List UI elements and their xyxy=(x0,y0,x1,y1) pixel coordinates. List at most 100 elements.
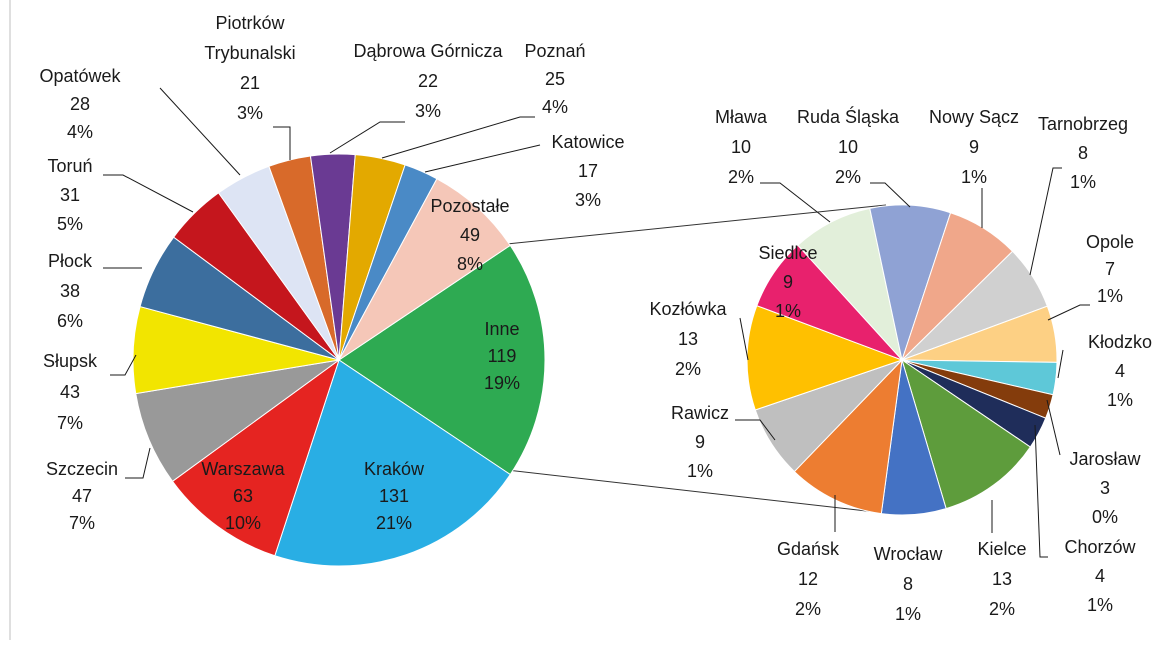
slice-label: Mława xyxy=(715,107,768,127)
slice-value: 4 xyxy=(1115,361,1125,381)
connector-line xyxy=(506,204,887,245)
slice-value: 8 xyxy=(903,574,913,594)
slice-label-line: Trybunalski xyxy=(204,43,295,63)
slice-value: 10 xyxy=(838,137,858,157)
slice-percent: 1% xyxy=(1097,286,1123,306)
slice-label: Jarosław xyxy=(1069,449,1141,469)
slice-value: 4 xyxy=(1095,566,1105,586)
leader-line xyxy=(735,419,776,441)
slice-label: Gdańsk xyxy=(777,539,840,559)
slice-label: Słupsk xyxy=(43,351,98,371)
pie-slice xyxy=(756,244,903,361)
slice-label: Tarnobrzeg xyxy=(1038,114,1128,134)
slice-label: Toruń xyxy=(47,156,92,176)
slice-label: Rawicz xyxy=(671,403,729,423)
pie-slice xyxy=(274,359,511,567)
leader-line xyxy=(110,354,137,376)
leader-line xyxy=(424,144,541,173)
slice-value: 22 xyxy=(418,71,438,91)
slice-percent: 1% xyxy=(1107,390,1133,410)
leader-line xyxy=(1029,167,1062,276)
slice-percent: 1% xyxy=(687,461,713,481)
slice-value: 12 xyxy=(798,569,818,589)
slice-label: Ruda Śląska xyxy=(797,106,900,127)
slice-percent: 7% xyxy=(69,513,95,533)
slice-percent: 6% xyxy=(57,311,83,331)
slice-value: 38 xyxy=(60,281,80,301)
slice-percent: 1% xyxy=(1070,172,1096,192)
slice-label: Nowy Sącz xyxy=(929,107,1019,127)
slice-value: 7 xyxy=(1105,259,1115,279)
leader-line xyxy=(1047,304,1090,321)
slice-label-line: Piotrków xyxy=(215,13,285,33)
slice-value: 28 xyxy=(70,94,90,114)
slice-label: Kraków xyxy=(364,459,425,479)
slice-value: 8 xyxy=(1078,143,1088,163)
slice-value: 13 xyxy=(678,329,698,349)
leader-line xyxy=(1057,349,1064,379)
slice-label: Opole xyxy=(1086,232,1134,252)
slice-value: 47 xyxy=(72,486,92,506)
slice-percent: 2% xyxy=(728,167,754,187)
slice-value: 9 xyxy=(969,137,979,157)
slice-label: Płock xyxy=(48,251,93,271)
slice-label: Warszawa xyxy=(201,459,285,479)
leader-line xyxy=(273,126,291,160)
slice-percent: 1% xyxy=(961,167,987,187)
slice-percent: 10% xyxy=(225,513,261,533)
leader-line xyxy=(760,182,831,223)
slice-label: Inne xyxy=(484,319,519,339)
slice-label: Siedlce xyxy=(758,243,817,263)
slice-label: Piotrków Trybunalski xyxy=(204,13,295,63)
slice-percent: 3% xyxy=(415,101,441,121)
slice-percent: 21% xyxy=(376,513,412,533)
pie-slice xyxy=(901,358,1031,510)
slice-value: 3 xyxy=(1100,478,1110,498)
leader-line xyxy=(1046,399,1061,456)
slice-value: 13 xyxy=(992,569,1012,589)
slice-percent: 1% xyxy=(895,604,921,624)
slice-percent: 19% xyxy=(484,373,520,393)
slice-label: Kłodzko xyxy=(1088,332,1152,352)
slice-percent: 2% xyxy=(835,167,861,187)
slice-label: Wrocław xyxy=(874,544,944,564)
slice-value: 119 xyxy=(488,346,517,366)
slice-percent: 4% xyxy=(542,97,568,117)
leader-line xyxy=(739,317,749,361)
pie-slice xyxy=(171,358,340,557)
slice-value: 21 xyxy=(240,73,260,93)
slice-percent: 4% xyxy=(67,122,93,142)
pie-slice xyxy=(338,178,511,361)
slice-value: 31 xyxy=(60,185,80,205)
slice-percent: 1% xyxy=(775,301,801,321)
slice-value: 131 xyxy=(379,486,409,506)
connector-line xyxy=(506,469,885,514)
slice-percent: 5% xyxy=(57,214,83,234)
slice-label: Katowice xyxy=(551,132,624,152)
pie-slice xyxy=(135,359,340,482)
slice-value: 43 xyxy=(60,382,80,402)
slice-label: Kozłówka xyxy=(649,299,727,319)
slice-label: Dąbrowa Górnicza xyxy=(353,41,503,61)
slice-label: Kielce xyxy=(977,539,1026,559)
slice-percent: 2% xyxy=(795,599,821,619)
slice-percent: 1% xyxy=(1087,595,1113,615)
slice-value: 17 xyxy=(578,161,598,181)
slice-label: Opatówek xyxy=(39,66,121,86)
pie-slice xyxy=(338,244,546,476)
slice-value: 63 xyxy=(233,486,253,506)
slice-value: 10 xyxy=(731,137,751,157)
slice-label: Poznań xyxy=(524,41,585,61)
leader-line xyxy=(103,174,194,213)
slice-value: 25 xyxy=(545,69,565,89)
slice-percent: 2% xyxy=(675,359,701,379)
slice-label: Chorzów xyxy=(1064,537,1136,557)
leader-line xyxy=(125,447,151,479)
slice-label: Pozostałe xyxy=(430,196,509,216)
pie-slice xyxy=(793,358,903,515)
slice-value: 49 xyxy=(460,225,480,245)
slice-percent: 0% xyxy=(1092,507,1118,527)
slice-label: Szczecin xyxy=(46,459,118,479)
leader-line xyxy=(870,182,911,208)
